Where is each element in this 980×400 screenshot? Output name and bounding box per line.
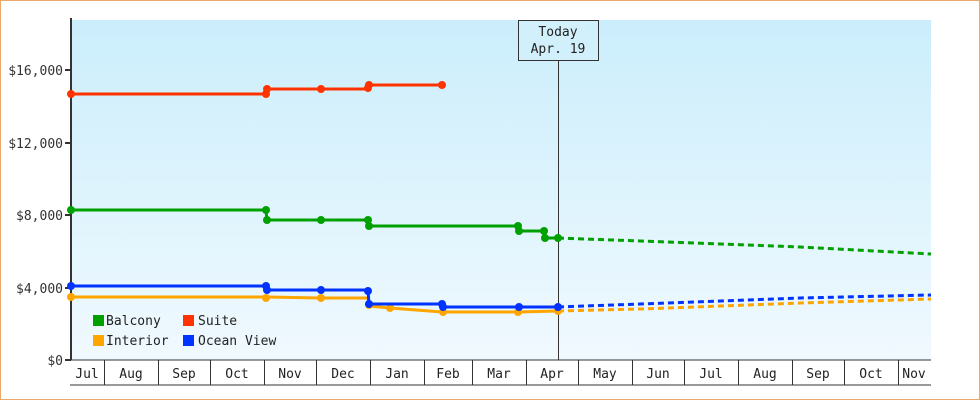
month-label: Oct <box>859 367 882 382</box>
month-label: Sep <box>172 367 196 382</box>
y-tick-label: $16,000 <box>8 64 63 79</box>
month-label: Dec <box>331 367 354 382</box>
legend-label: Interior <box>106 334 169 349</box>
y-tick-label: $12,000 <box>8 137 63 152</box>
y-tick-label: $8,000 <box>16 209 63 224</box>
legend-item-balcony: Balcony <box>93 314 161 329</box>
series-ocean-view <box>67 282 932 311</box>
series-balcony <box>67 206 932 256</box>
legend-item-suite: Suite <box>183 314 237 329</box>
legend-label: Suite <box>198 314 237 329</box>
series-suite <box>67 81 446 98</box>
legend-item-interior: Interior <box>93 334 169 349</box>
legend-label: Ocean View <box>198 334 276 349</box>
today-date: Apr. 19 <box>531 42 586 57</box>
legend-swatch <box>183 315 194 326</box>
month-label: Jun <box>646 367 669 382</box>
legend-label: Balcony <box>106 314 161 329</box>
month-label: Nov <box>902 367 926 382</box>
legend-swatch <box>93 335 104 346</box>
month-label: Nov <box>278 367 302 382</box>
month-label: Jul <box>75 367 98 382</box>
legend-swatch <box>183 335 194 346</box>
legend: Balcony Suite Interior Ocean View <box>93 314 276 349</box>
today-label: Today <box>538 25 577 40</box>
legend-item-ocean-view: Ocean View <box>183 334 276 349</box>
month-label: May <box>593 367 617 382</box>
month-label: Apr <box>540 367 564 382</box>
month-label: Mar <box>487 367 511 382</box>
month-label: Jul <box>699 367 722 382</box>
y-tick-label: $4,000 <box>16 282 63 297</box>
x-axis: Jul Aug Sep Oct Nov Dec Jan Feb Mar Apr … <box>70 359 931 386</box>
month-label: Aug <box>753 367 776 382</box>
month-label: Jan <box>385 367 408 382</box>
y-tick-label: $0 <box>47 354 63 369</box>
y-ticks: $16,000 $12,000 $8,000 $4,000 $0 <box>8 64 71 369</box>
plot-area <box>71 20 931 360</box>
month-label: Feb <box>436 367 460 382</box>
month-label: Sep <box>806 367 830 382</box>
month-label: Aug <box>119 367 142 382</box>
month-label: Oct <box>225 367 248 382</box>
legend-swatch <box>93 315 104 326</box>
